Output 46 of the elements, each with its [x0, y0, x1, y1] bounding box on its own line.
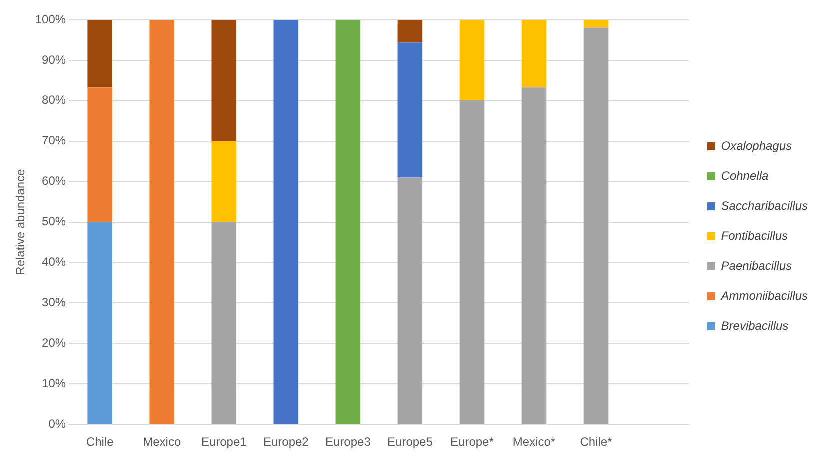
bar	[212, 20, 237, 142]
bar	[398, 178, 423, 424]
y-tick-label: 40%	[42, 255, 66, 270]
y-tick-label: 30%	[42, 296, 66, 310]
bar	[522, 88, 547, 424]
y-tick-label: 60%	[42, 174, 66, 188]
y-tick-label: 80%	[42, 93, 66, 108]
x-tick-label: Europe3	[325, 435, 372, 450]
x-tick-label: Chile	[86, 435, 114, 450]
y-tick-label: 90%	[42, 52, 66, 67]
bar	[398, 42, 423, 178]
bar	[88, 88, 113, 222]
y-tick-label: 100%	[35, 12, 66, 26]
bar	[522, 20, 547, 88]
bar	[584, 28, 609, 424]
bar	[584, 20, 609, 28]
bar	[460, 100, 485, 424]
legend-label: Oxalophagus	[721, 138, 792, 153]
x-tick-label: Europe5	[388, 435, 434, 450]
bar	[150, 20, 175, 424]
bar	[88, 20, 113, 88]
y-tick-label: 10%	[42, 376, 66, 390]
legend-label: Brevibacillus	[721, 318, 789, 333]
legend-label: Fontibacillus	[721, 228, 788, 243]
x-tick-label: Europe*	[450, 435, 494, 450]
bar	[212, 222, 237, 424]
y-tick-label: 70%	[42, 134, 66, 148]
legend-label: Saccharibacillus	[721, 198, 808, 213]
bar	[212, 141, 237, 222]
legend-label: Cohnella	[721, 168, 769, 183]
y-tick-label: 50%	[42, 214, 66, 229]
bar	[274, 20, 299, 424]
x-tick-label: Europe1	[201, 435, 248, 450]
y-tick-label: 20%	[42, 336, 66, 350]
y-tick-label: 0%	[48, 416, 66, 431]
bar	[460, 20, 485, 100]
legend-label: Paenibacillus	[721, 258, 792, 273]
bar	[88, 222, 113, 424]
bar	[398, 20, 423, 43]
x-tick-label: Europe2	[263, 435, 310, 450]
y-axis-title: Relative abundance	[14, 168, 28, 276]
x-tick-label: Mexico	[143, 435, 182, 450]
bar	[336, 20, 361, 424]
x-tick-label: Mexico*	[512, 435, 556, 450]
x-tick-label: Chile*	[580, 435, 613, 450]
legend-label: Ammoniibacillus	[720, 288, 808, 303]
